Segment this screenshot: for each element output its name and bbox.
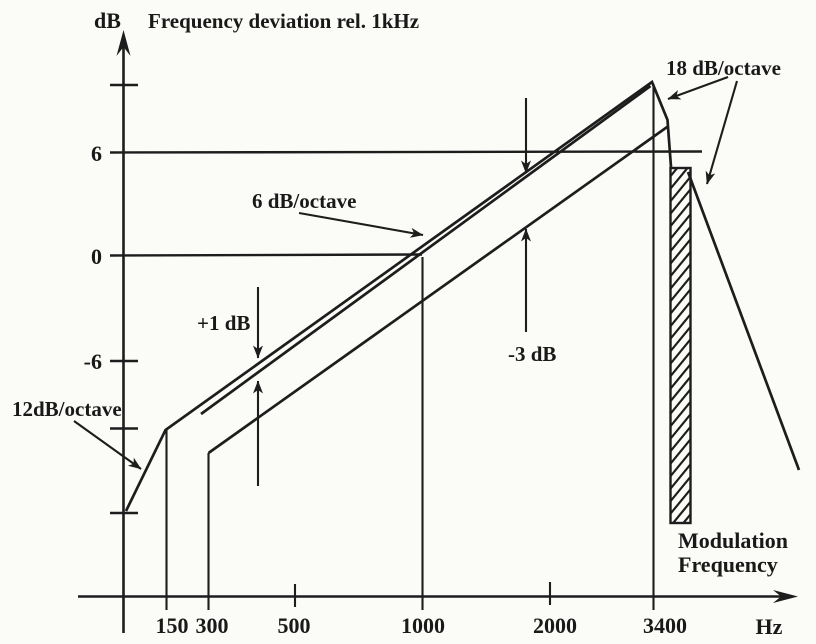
hatch-stroke — [670, 375, 691, 403]
hatched-cutoff-bar — [669, 166, 692, 525]
curve-lower-limit — [207, 124, 670, 455]
hatch-stroke — [670, 200, 691, 228]
x-tick-label-3400: 3400 — [643, 613, 687, 638]
x-tick-label-500: 500 — [278, 613, 311, 638]
hatch-stroke — [670, 300, 691, 328]
x-axis-arrow-icon — [773, 590, 798, 603]
ref-line-6db — [109, 150, 703, 154]
hatch-stroke — [670, 262, 691, 291]
hatch-stroke — [670, 337, 691, 366]
arrow-6db-octave — [298, 211, 424, 238]
hatch-stroke — [670, 462, 691, 491]
y-tick-label-6: 6 — [91, 141, 102, 166]
annotation-6db-octave: 6 dB/octave — [252, 189, 356, 213]
x-tick-label-2000: 2000 — [533, 613, 577, 638]
x-tick-label-1000: 1000 — [401, 613, 445, 638]
hatch-stroke — [670, 362, 691, 391]
hatch-stroke — [670, 168, 689, 191]
hatch-stroke — [670, 325, 691, 353]
hatch-stroke — [670, 475, 691, 503]
y-tick-label-minus6: -6 — [84, 349, 102, 374]
x-tick-label-300: 300 — [196, 613, 229, 638]
hatch-stroke — [681, 512, 691, 523]
hatch-stroke — [671, 500, 691, 523]
hatch-stroke — [670, 412, 691, 441]
arrow-12db-octave — [73, 420, 142, 470]
hatch-stroke — [670, 168, 679, 178]
x-axis-caption-line1: Modulation — [678, 528, 788, 553]
curve-nominal — [200, 84, 652, 416]
y-axis-arrow-icon — [116, 30, 131, 56]
annotation-minus3db: -3 dB — [508, 342, 556, 366]
x-axis — [78, 582, 798, 607]
annotation-arrows — [73, 76, 739, 486]
y-tick-label-0: 0 — [91, 244, 102, 269]
x-axis-unit-label: Hz — [756, 614, 783, 639]
hatch-stroke — [670, 400, 691, 428]
hatch-stroke — [670, 225, 691, 253]
hatch-stroke — [670, 350, 691, 378]
mask-curves — [124, 79, 801, 512]
ref-line-0db — [109, 253, 423, 257]
hatch-strokes — [670, 168, 691, 523]
hatch-stroke — [670, 175, 691, 203]
arrow-18db-to-limit-line — [705, 80, 739, 185]
hatch-stroke — [670, 425, 691, 453]
hatch-stroke — [670, 187, 691, 216]
hatch-stroke — [670, 212, 691, 241]
chart-title: Frequency deviation rel. 1kHz — [148, 9, 419, 33]
x-axis-caption-line2: Frequency — [678, 552, 778, 577]
hatch-stroke — [670, 287, 691, 316]
hatch-stroke — [670, 450, 691, 478]
hatched-bar-outline — [669, 166, 692, 525]
hatch-stroke — [670, 387, 691, 416]
hatch-stroke — [670, 437, 691, 466]
y-axis-unit-label: dB — [94, 8, 121, 33]
labels: dB Frequency deviation rel. 1kHz 6 0 -6 … — [12, 8, 788, 639]
hatch-stroke — [670, 237, 691, 266]
annotation-12db-octave: 12dB/octave — [12, 397, 122, 421]
hatch-stroke — [670, 312, 691, 341]
hatch-stroke — [670, 275, 691, 303]
reference-lines — [109, 84, 703, 610]
x-tick-label-150: 150 — [156, 613, 189, 638]
hatch-stroke — [670, 250, 691, 278]
hatch-stroke — [670, 487, 691, 516]
curve-18db-rolloff-limit — [686, 171, 801, 471]
annotation-18db-octave: 18 dB/octave — [666, 56, 781, 80]
annotation-plus1db: +1 dB — [197, 311, 250, 335]
y-axis — [110, 30, 138, 633]
curve-upper-limit — [124, 79, 673, 512]
arrow-18db-to-curve — [667, 76, 729, 100]
